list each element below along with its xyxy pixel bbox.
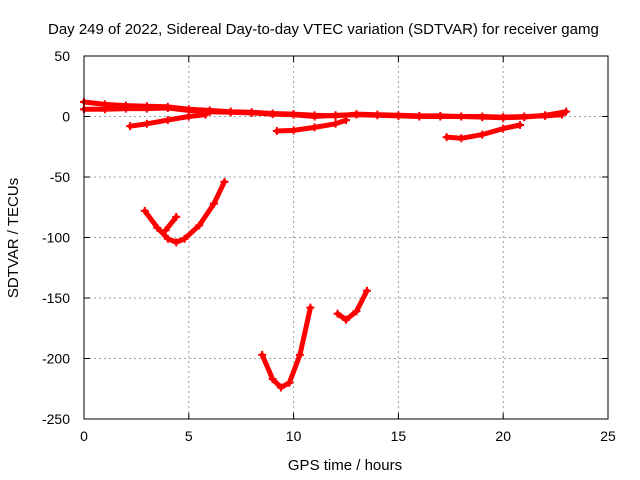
y-ticks: 50 0 -50 -100 -150 -200 -250 [42, 48, 608, 427]
data-point [478, 130, 487, 139]
x-tick-label: 25 [600, 428, 616, 444]
data-point [172, 212, 181, 221]
series-dip-2 [259, 305, 313, 390]
data-point [373, 111, 382, 120]
series-afternoon-arc [444, 122, 523, 141]
data-point [541, 111, 550, 120]
data-point [100, 105, 109, 114]
series-dip-3 [335, 288, 370, 323]
data-point [163, 104, 172, 113]
x-tick-label: 10 [286, 428, 302, 444]
data-point [457, 134, 466, 143]
data-point [205, 107, 214, 116]
data-point [163, 234, 172, 243]
data-point [331, 111, 340, 120]
y-tick-label: 0 [62, 109, 70, 125]
y-axis-label: SDTVAR / TECUs [5, 178, 22, 298]
data-point [342, 116, 350, 125]
data-point [285, 378, 294, 387]
data-point [247, 108, 256, 117]
data-point [436, 112, 445, 121]
data-point [172, 238, 181, 247]
data-point [394, 111, 403, 120]
data-point [153, 223, 162, 232]
data-point [478, 113, 487, 122]
data-point [515, 120, 524, 129]
y-tick-label: 50 [54, 48, 70, 64]
series-dip-1 [142, 179, 227, 245]
data-point [142, 104, 151, 113]
data-point [272, 127, 281, 136]
data-point [126, 122, 135, 131]
data-point [457, 112, 466, 121]
data-point [352, 307, 361, 316]
x-axis-label: GPS time / hours [288, 457, 402, 474]
y-tick-label: -250 [42, 411, 70, 427]
data-point [352, 110, 361, 119]
series-group [80, 97, 571, 392]
data-point [121, 104, 130, 113]
x-tick-label: 0 [80, 428, 88, 444]
data-point [142, 119, 151, 128]
chart-title: Day 249 of 2022, Sidereal Day-to-day VTE… [48, 21, 599, 38]
data-point [499, 124, 508, 133]
data-point [268, 375, 277, 384]
data-point [195, 221, 204, 230]
y-tick-label: -100 [42, 230, 70, 246]
data-point [306, 303, 315, 312]
x-tick-label: 5 [185, 428, 193, 444]
data-point [333, 309, 342, 318]
x-tick-label: 20 [495, 428, 511, 444]
data-point [289, 126, 298, 135]
data-point [342, 315, 350, 324]
data-point [499, 113, 508, 122]
data-point [310, 123, 319, 132]
data-point [226, 108, 235, 117]
series-main-band-b [81, 105, 569, 121]
data-point [562, 107, 571, 116]
data-point [201, 110, 210, 119]
x-tick-label: 15 [391, 428, 407, 444]
data-point [180, 234, 189, 243]
data-point [331, 119, 340, 128]
data-point [520, 113, 529, 122]
y-tick-label: -150 [42, 290, 70, 306]
y-tick-label: -50 [50, 169, 70, 185]
data-point [415, 112, 424, 121]
data-point [277, 383, 286, 392]
x-ticks: 0 5 10 15 20 25 [80, 56, 616, 444]
data-point [268, 110, 277, 119]
data-point [140, 206, 149, 215]
data-point [362, 286, 371, 295]
data-point [258, 350, 267, 359]
data-point [184, 112, 193, 121]
data-point [220, 177, 229, 186]
series-dip-1-fragment [163, 214, 179, 233]
y-tick-label: -200 [42, 351, 70, 367]
data-point [289, 110, 298, 119]
data-point [442, 133, 451, 142]
data-point [161, 226, 170, 235]
data-point [295, 350, 304, 359]
data-point [209, 199, 218, 208]
data-point [310, 112, 319, 121]
data-point [163, 116, 172, 125]
